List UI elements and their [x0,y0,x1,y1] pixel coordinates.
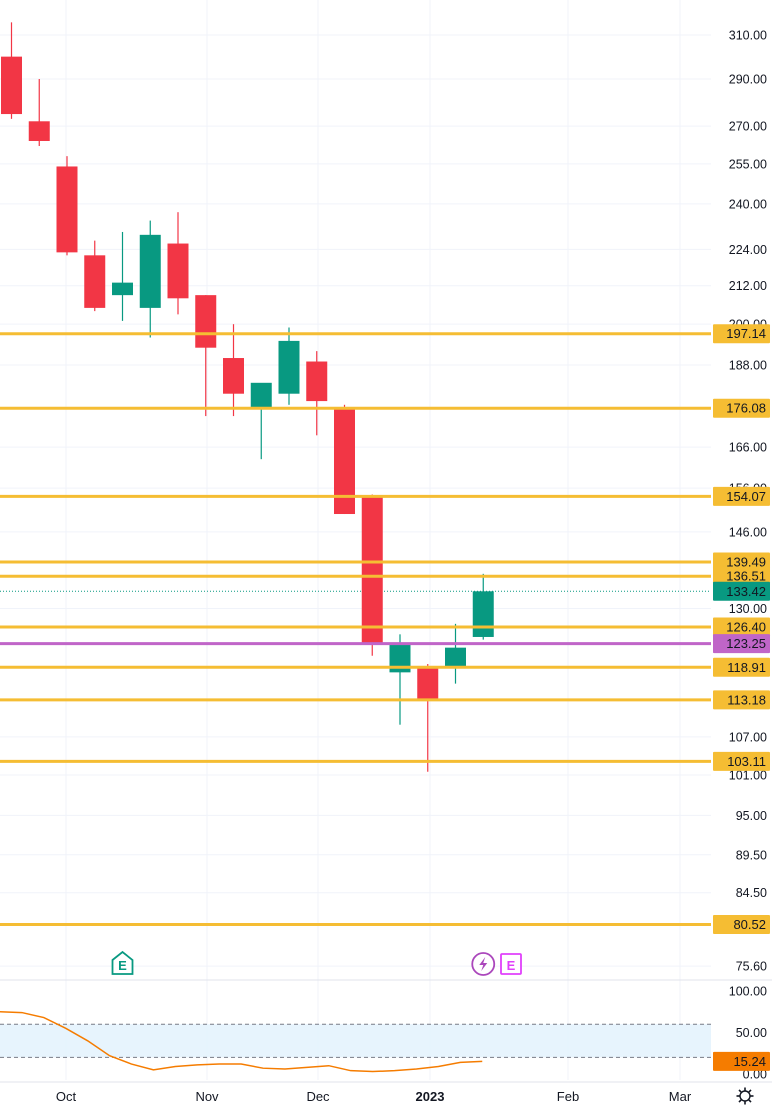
price-tick-label: 188.00 [729,359,767,373]
level-tag [713,634,770,654]
price-tick-label: 255.00 [729,157,767,171]
oscillator-value-label: 15.24 [733,1054,766,1069]
oscillator-tick-label: 100.00 [729,985,767,999]
lightning-glyph [479,957,488,971]
level-tag-label: 80.52 [733,917,766,932]
price-tick-label: 130.00 [729,602,767,616]
level-tag-label: 154.07 [726,489,766,504]
candle-body [167,243,189,299]
gear-icon[interactable] [736,1087,754,1105]
candle-body [139,234,161,308]
gear-tooth [748,1089,752,1093]
level-tag [713,486,770,506]
earnings-marker-shape [111,950,134,975]
price-tick-label: 84.50 [736,886,767,900]
oscillator-tick-label: 50.00 [736,1026,767,1040]
last-price-label: 133.42 [726,584,766,599]
level-tag-label: 126.40 [726,619,766,634]
gear-tooth [738,1089,742,1093]
candle-body [1,56,22,115]
time-axis-label: Mar [669,1089,692,1104]
price-tick-label: 75.60 [736,960,767,974]
time-axis-label: Oct [56,1089,77,1104]
candle-body [417,666,439,701]
candle-body [56,166,78,253]
price-tick-label: 146.00 [729,525,767,539]
earnings-marker-shape [500,953,522,975]
level-tag-label: 136.51 [726,569,766,584]
candle-body [389,644,411,673]
earnings-marker-letter: E [507,958,516,973]
level-tag [713,751,770,771]
level-tag [713,398,770,418]
candle-body [361,496,383,645]
lightning-icon [471,952,496,976]
level-tag [713,915,770,935]
candle-body [306,361,328,402]
candle-body [112,282,133,296]
level-tag-label: 197.14 [726,326,766,341]
candle-body [28,121,50,141]
candle-body [195,295,217,348]
level-tag-label: 176.08 [726,401,766,416]
price-tick-label: 240.00 [729,197,767,211]
level-tag [713,657,770,677]
level-tag [713,324,770,344]
candle-body [445,647,466,667]
level-tag [713,617,770,637]
candle-body [250,382,272,409]
level-tag [713,566,770,586]
gear-tooth [738,1099,742,1103]
level-tag-label: 118.91 [727,660,766,675]
oscillator-value-tag [713,1051,770,1071]
candle-body [334,408,355,515]
price-tick-label: 224.00 [729,243,767,257]
earnings-marker-letter: E [118,958,127,973]
level-tag [713,690,770,710]
earnings-icon: E [111,950,134,975]
oscillator-band [0,1024,711,1058]
time-axis-label: Nov [195,1089,219,1104]
gear-tooth [748,1099,752,1103]
candle-body [84,255,106,308]
price-tick-label: 310.00 [729,29,767,43]
price-tick-label: 212.00 [729,279,767,293]
candle-body [223,358,244,394]
level-tag-label: 103.11 [727,754,766,769]
price-tick-label: 107.00 [729,730,767,744]
time-axis-label: Dec [306,1089,330,1104]
price-tick-label: 101.00 [729,769,767,783]
candle-body [472,591,494,637]
last-price-tag [713,581,770,601]
candle-body [278,340,300,394]
level-tag-label: 113.18 [727,692,766,707]
level-tag-label: 139.49 [726,554,766,569]
oscillator-tick-label: 0.00 [743,1068,767,1082]
price-tick-label: 166.00 [729,441,767,455]
price-tick-label: 290.00 [729,73,767,87]
earnings-icon: E [500,953,522,975]
time-axis-label: Feb [557,1089,579,1104]
oscillator-line [0,1011,483,1073]
gear-body [739,1090,751,1102]
time-axis-label: 2023 [416,1089,445,1104]
price-tick-label: 89.50 [736,848,767,862]
price-tick-label: 270.00 [729,120,767,134]
level-tag-label: 123.25 [726,636,766,651]
price-tick-label: 95.00 [736,809,767,823]
